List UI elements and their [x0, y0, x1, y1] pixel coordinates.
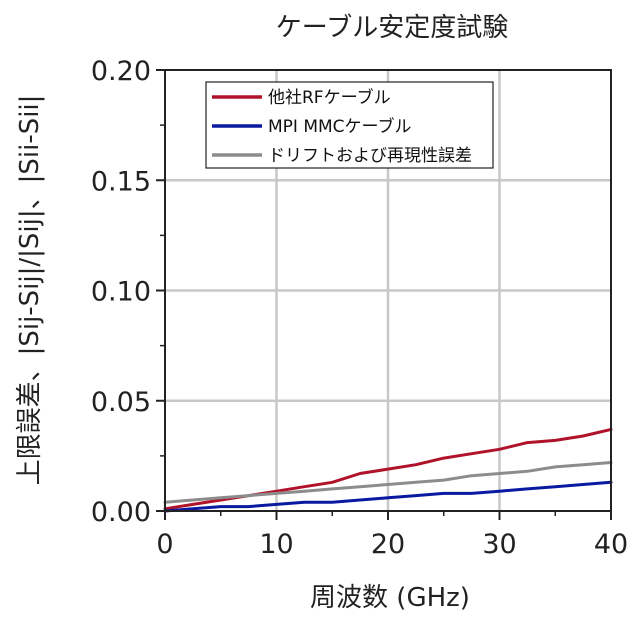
y-tick-label: 0.05 [91, 387, 151, 418]
y-tick-label: 0.20 [91, 56, 151, 87]
y-tick-label: 0.00 [91, 497, 151, 528]
y-tick-label: 0.15 [91, 166, 151, 197]
series-layer [163, 427, 613, 513]
x-tick-label: 30 [482, 529, 516, 560]
legend-label: MPI MMCケーブル [268, 116, 412, 137]
y-axis-title: 上限誤差、|Sij-Sij|/|Sij|、|Sii-Sii| [15, 95, 45, 486]
ticks [156, 69, 612, 520]
series-line-2 [163, 480, 613, 513]
series-line-3 [163, 461, 613, 504]
legend-label: ドリフトおよび再現性誤差 [268, 146, 472, 166]
x-tick-label: 40 [594, 529, 628, 560]
legend-label: 他社RFケーブル [268, 87, 391, 108]
x-tick-label: 10 [259, 529, 293, 560]
y-tick-label: 0.10 [91, 277, 151, 308]
x-axis-title: 周波数 (GHz) [310, 583, 470, 613]
chart-title: ケーブル安定度試験 [276, 13, 508, 43]
x-tick-label: 20 [371, 529, 405, 560]
x-tick-label: 0 [156, 529, 173, 560]
tick-labels: 0 10 20 30 40 0.00 0.05 0.10 0.15 0.20 [91, 56, 628, 560]
